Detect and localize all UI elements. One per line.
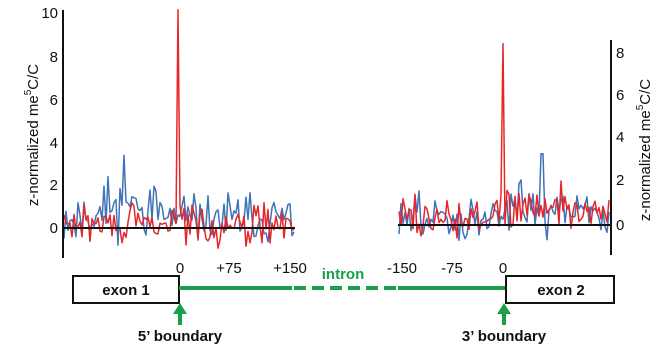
left-blue-line: [63, 154, 295, 246]
right-ytick-0: 0: [616, 217, 624, 234]
left-red-line: [63, 8, 295, 249]
right-ytick-2: 2: [616, 172, 624, 189]
right-xtick-0: 0: [499, 260, 507, 277]
left-ytick-4: 4: [50, 135, 58, 152]
right-panel: 8 6 4 2 0 z-normalized me5C/C -150 -75 0: [387, 40, 654, 277]
right-y-axis-title: z-normalized me5C/C: [635, 79, 654, 221]
exon1-label: exon 1: [102, 282, 150, 299]
arrow-3-boundary-icon: [497, 303, 511, 325]
left-series-red: [63, 8, 295, 249]
right-series-red: [398, 42, 610, 239]
exon2-box: [505, 275, 615, 304]
left-panel: 10 8 6 4 2 0 z-normalized me5C/C 0 +75 +…: [23, 5, 307, 277]
left-ylabel-tail: C/C: [25, 64, 42, 90]
intron-label: intron: [322, 266, 365, 283]
right-ytick-4: 4: [616, 129, 624, 146]
exon2-label: exon 2: [537, 282, 585, 299]
left-ylabel-main: z-normalized me: [25, 95, 42, 206]
left-ytick-10: 10: [41, 5, 58, 22]
arrow-5-boundary-icon: [173, 303, 187, 325]
right-blue-line: [398, 152, 610, 242]
left-ytick-0: 0: [50, 220, 58, 237]
right-ylabel-sup: 5: [635, 104, 646, 110]
left-ytick-8: 8: [50, 49, 58, 66]
boundary3-label: 3’ boundary: [462, 328, 547, 345]
right-series-blue: [398, 152, 610, 242]
right-ylabel-tail: C/C: [637, 79, 654, 105]
left-xtick-75: +75: [216, 260, 241, 277]
right-ytick-6: 6: [616, 87, 624, 104]
left-ylabel-sup: 5: [23, 89, 34, 95]
right-red-line: [398, 42, 610, 239]
left-series-blue: [63, 154, 295, 246]
left-ytick-6: 6: [50, 92, 58, 109]
left-xtick-0: 0: [176, 260, 184, 277]
gene-model: exon 1 intron exon 2 5’ boundary 3’ boun…: [72, 266, 615, 345]
left-xtick-150: +150: [273, 260, 307, 277]
right-ylabel-main: z-normalized me: [637, 110, 654, 221]
left-ytick-2: 2: [50, 177, 58, 194]
right-xtick-neg75: -75: [441, 260, 463, 277]
boundary5-label: 5’ boundary: [138, 328, 223, 345]
right-ytick-8: 8: [616, 45, 624, 62]
right-xtick-neg150: -150: [387, 260, 417, 277]
left-y-axis-title: z-normalized me5C/C: [23, 64, 42, 206]
